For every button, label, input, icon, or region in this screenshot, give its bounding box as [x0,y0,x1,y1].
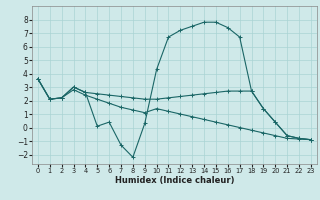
X-axis label: Humidex (Indice chaleur): Humidex (Indice chaleur) [115,176,234,185]
